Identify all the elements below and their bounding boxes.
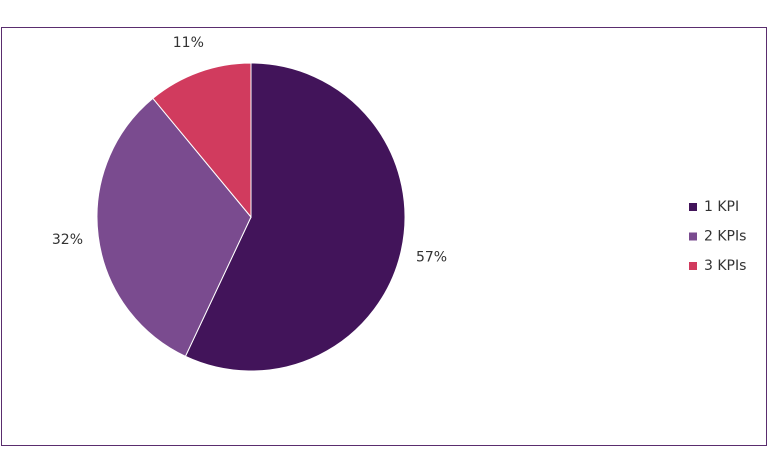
data-label: 57% bbox=[416, 249, 447, 265]
legend-label: 2 KPIs bbox=[704, 229, 746, 245]
data-label: 11% bbox=[173, 35, 204, 51]
data-label: 32% bbox=[52, 232, 83, 248]
legend-swatch bbox=[689, 203, 697, 211]
pie-slice bbox=[152, 62, 252, 219]
legend-label: 3 KPIs bbox=[704, 258, 746, 274]
legend-swatch bbox=[689, 262, 697, 270]
legend-swatch bbox=[689, 232, 697, 241]
pie-slice bbox=[96, 97, 252, 358]
legend-label: 1 KPI bbox=[704, 199, 739, 215]
pie-slice bbox=[184, 62, 406, 372]
